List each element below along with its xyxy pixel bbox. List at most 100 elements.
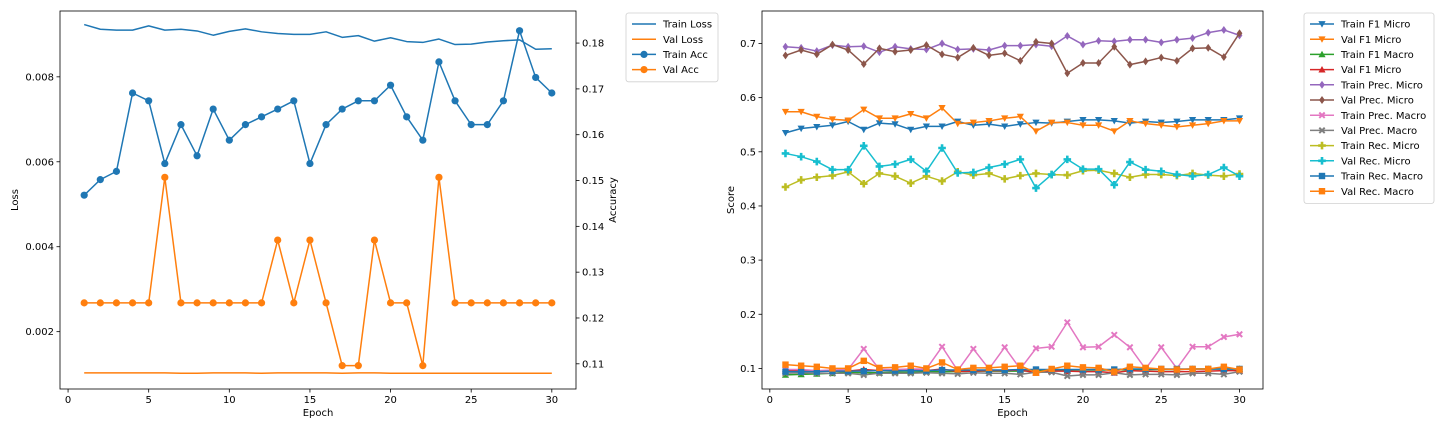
data-point <box>985 121 993 128</box>
data-point <box>193 152 201 160</box>
data-point <box>985 364 993 372</box>
series-val-f1-micro <box>781 105 1244 135</box>
data-point <box>112 167 121 175</box>
data-point <box>938 366 946 374</box>
data-point <box>1032 366 1040 373</box>
legend-marker <box>1318 50 1326 58</box>
data-point <box>1141 170 1150 179</box>
data-point <box>1063 318 1071 326</box>
data-point <box>451 97 459 105</box>
data-point <box>1204 120 1212 128</box>
legend-marker <box>1318 21 1326 28</box>
data-point <box>891 364 899 371</box>
data-point <box>938 343 946 351</box>
data-point <box>1205 43 1212 52</box>
data-point <box>1017 362 1024 369</box>
data-point <box>781 108 790 116</box>
data-point <box>813 50 820 59</box>
data-point <box>451 299 459 307</box>
data-point <box>781 183 790 191</box>
data-point <box>225 136 233 144</box>
data-point <box>1095 343 1103 351</box>
data-point <box>1205 28 1212 37</box>
x-tick-label: 25 <box>1155 395 1168 406</box>
data-point <box>499 97 508 105</box>
data-point <box>1220 363 1228 370</box>
data-point <box>1189 34 1196 43</box>
data-point <box>1126 363 1134 370</box>
y-tick-label: 0.004 <box>25 242 54 253</box>
x-tick-label: 0 <box>767 395 773 406</box>
data-point <box>969 345 977 353</box>
data-point <box>1110 331 1118 339</box>
data-point <box>1064 362 1071 369</box>
series-line-train-loss <box>83 23 552 50</box>
data-point <box>1063 372 1071 380</box>
data-point <box>812 173 821 182</box>
data-point <box>1033 37 1039 46</box>
data-point <box>419 362 427 370</box>
data-point <box>859 142 868 150</box>
data-point <box>1017 366 1024 373</box>
data-point <box>906 155 915 164</box>
data-point <box>1080 40 1086 49</box>
data-point <box>938 105 946 112</box>
data-point <box>860 126 868 134</box>
data-point <box>875 162 884 171</box>
y2-tick-label: 0.18 <box>582 39 604 50</box>
data-point <box>1189 365 1196 373</box>
data-point <box>986 46 992 54</box>
data-point <box>828 122 837 129</box>
data-point <box>1220 25 1227 34</box>
legend-marker <box>1318 172 1326 180</box>
data-point <box>1048 39 1055 48</box>
data-point <box>193 299 201 307</box>
data-point <box>985 163 993 172</box>
data-point <box>322 299 330 307</box>
data-point <box>1126 371 1134 379</box>
data-point <box>419 136 427 144</box>
data-point <box>797 125 805 133</box>
data-point <box>813 124 821 131</box>
y-axis-label: Score <box>726 186 737 214</box>
data-point <box>797 152 805 161</box>
data-point <box>969 119 977 127</box>
data-point <box>257 113 266 121</box>
data-point <box>1220 333 1228 341</box>
legend-marker <box>1318 157 1326 165</box>
data-point <box>860 42 867 51</box>
data-point <box>1079 371 1087 379</box>
series-train-prec-micro <box>782 25 1243 57</box>
data-point <box>499 299 508 307</box>
x-tick-label: 30 <box>545 395 558 406</box>
data-point <box>1188 122 1197 129</box>
data-point <box>954 45 961 54</box>
data-point <box>483 299 491 307</box>
series-line-val-rec-micro <box>785 145 1240 189</box>
data-point <box>1032 128 1040 135</box>
data-point <box>1157 343 1165 351</box>
data-point <box>435 58 443 66</box>
data-point <box>907 362 914 369</box>
data-point <box>1174 56 1180 65</box>
data-point <box>813 363 820 370</box>
data-point <box>860 357 867 365</box>
data-point <box>1079 165 1087 173</box>
data-point <box>1016 113 1024 121</box>
data-point <box>1157 370 1165 378</box>
data-point <box>906 179 915 188</box>
series-line-train-prec-macro <box>785 321 1240 372</box>
legend-marker <box>1319 80 1325 89</box>
chart-loss-accuracy: 0 5 10 15 20 25 30 0.002 0.004 0.006 0.008 0.11 0.12… <box>10 10 719 419</box>
data-point <box>354 362 362 370</box>
data-point <box>1142 57 1149 66</box>
x-axis-label: Epoch <box>997 408 1028 419</box>
data-point <box>467 121 475 129</box>
y-axis-label: Loss <box>10 189 21 211</box>
data-point <box>954 366 961 373</box>
data-point <box>844 117 852 124</box>
data-point <box>1220 163 1228 172</box>
legend-entry: Val Loss <box>663 35 703 46</box>
data-point <box>1204 116 1212 124</box>
series-val-prec-micro <box>782 29 1243 78</box>
